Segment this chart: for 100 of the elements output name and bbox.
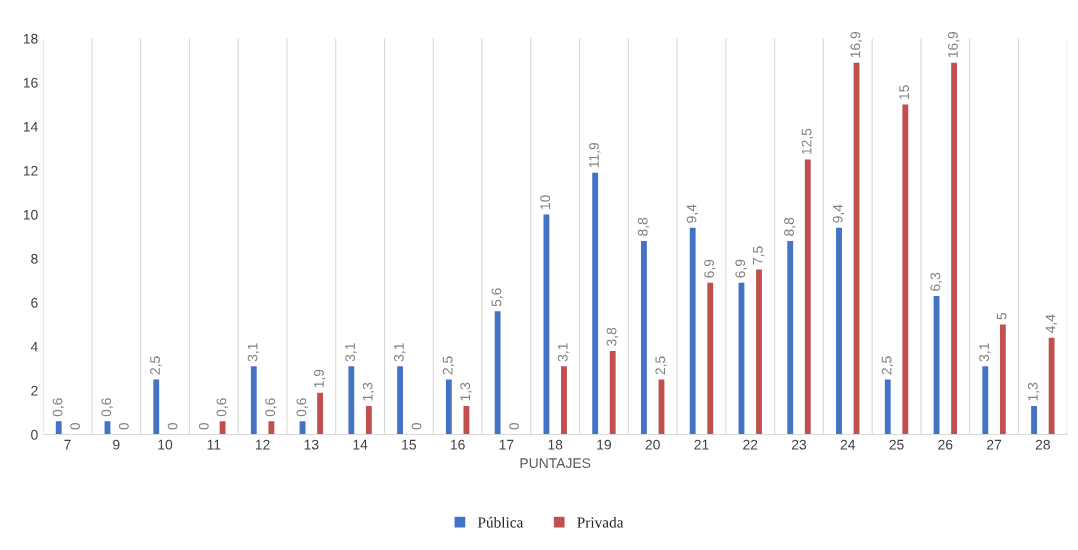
bar	[445, 379, 452, 435]
data-label: 3,1	[979, 343, 991, 362]
bar	[836, 227, 842, 435]
data-label: 0,6	[52, 398, 65, 417]
data-label: 0	[167, 422, 178, 430]
data-label: 2,5	[881, 356, 894, 375]
y-tick-label: 6	[31, 297, 38, 308]
data-label: 3,1	[345, 343, 357, 362]
data-label: 4,4	[1045, 314, 1057, 333]
bar	[902, 104, 909, 435]
x-tick-label: 25	[889, 439, 904, 450]
data-label: 6,9	[735, 259, 747, 278]
bar	[592, 172, 599, 435]
y-tick-label: 8	[31, 253, 38, 264]
bar	[707, 282, 714, 435]
bar	[609, 350, 616, 435]
data-label: 3,8	[606, 327, 619, 346]
data-label: 0	[509, 422, 519, 430]
bar	[561, 366, 567, 435]
data-label: 0	[118, 422, 129, 430]
bar	[689, 227, 696, 435]
bar	[951, 62, 958, 435]
data-label: 2,5	[442, 356, 455, 375]
x-tick-label: 17	[499, 439, 514, 450]
bar	[1048, 337, 1055, 435]
x-tick-label: 12	[255, 439, 270, 450]
data-label: 1,9	[314, 369, 326, 388]
bar	[884, 379, 891, 435]
bar	[397, 366, 404, 435]
data-label: 15	[899, 85, 910, 100]
x-tick-label: 13	[304, 439, 319, 450]
bar	[804, 159, 811, 435]
bar	[999, 324, 1006, 435]
x-axis-title: PUNTAJES	[520, 458, 591, 469]
bar	[153, 379, 160, 435]
bar	[55, 421, 62, 435]
bar	[982, 366, 989, 435]
data-label: 12,5	[801, 128, 814, 155]
bar	[543, 214, 550, 435]
data-label: 0,6	[101, 398, 113, 417]
data-label: 0	[198, 422, 209, 430]
x-tick-label: 22	[743, 439, 758, 450]
x-tick-label: 19	[597, 439, 611, 450]
bar	[463, 405, 470, 435]
bar	[268, 421, 275, 435]
bar	[250, 366, 257, 435]
data-label: 0,6	[216, 398, 228, 417]
x-tick-label: 28	[1035, 439, 1050, 450]
x-tick-label: 26	[938, 439, 953, 450]
x-tick-label: 15	[402, 439, 417, 450]
x-tick-label: 14	[353, 439, 368, 450]
bar	[348, 366, 355, 435]
x-tick-label: 9	[113, 439, 120, 450]
x-tick-label: 21	[694, 439, 709, 450]
x-tick-label: 7	[64, 439, 71, 450]
legend-label: Pública	[477, 516, 524, 528]
data-label: 11,9	[589, 142, 601, 168]
y-tick-label: 16	[23, 77, 38, 88]
bar	[317, 392, 324, 435]
data-label: 1,3	[460, 382, 472, 401]
data-label: 8,8	[784, 217, 796, 236]
y-tick-label: 18	[23, 33, 38, 44]
y-tick-label: 2	[31, 385, 38, 396]
data-label: 5,6	[491, 288, 503, 307]
bar	[494, 311, 501, 435]
x-tick-label: 18	[548, 439, 563, 450]
data-label: 0,6	[296, 398, 308, 417]
data-label: 0	[70, 422, 81, 430]
x-tick-label: 24	[840, 439, 856, 450]
data-label: 5	[996, 312, 1007, 320]
data-label: 16,9	[947, 31, 960, 58]
bar	[365, 405, 372, 435]
x-tick-label: 27	[987, 439, 1002, 450]
data-label: 9,4	[832, 204, 845, 223]
data-label: 9,4	[686, 204, 699, 223]
data-label: 10	[540, 195, 551, 210]
y-tick-label: 12	[23, 165, 38, 176]
data-label: 6,9	[704, 259, 716, 278]
y-tick-label: 0	[31, 429, 38, 440]
bar	[1031, 405, 1037, 435]
bar	[787, 240, 794, 435]
data-label: 6,3	[930, 272, 942, 291]
data-label: 3,1	[393, 343, 406, 362]
data-label: 0	[411, 422, 422, 430]
data-label: 8,8	[637, 217, 650, 236]
data-label: 16,9	[850, 31, 862, 58]
y-tick-label: 14	[23, 121, 38, 132]
data-label: 7,5	[753, 246, 765, 265]
x-tick-label: 11	[207, 439, 221, 450]
legend-label: Privada	[577, 516, 624, 528]
y-tick-label: 10	[23, 209, 38, 220]
data-label: 3,1	[557, 343, 570, 362]
bar	[219, 421, 226, 435]
data-label: 3,1	[247, 343, 260, 362]
y-tick-label: 4	[30, 341, 38, 352]
x-tick-label: 23	[791, 439, 807, 450]
x-tick-label: 20	[645, 439, 660, 450]
data-label: 0,6	[265, 398, 277, 417]
data-label: 2,5	[150, 356, 162, 375]
x-tick-label: 16	[450, 439, 465, 450]
